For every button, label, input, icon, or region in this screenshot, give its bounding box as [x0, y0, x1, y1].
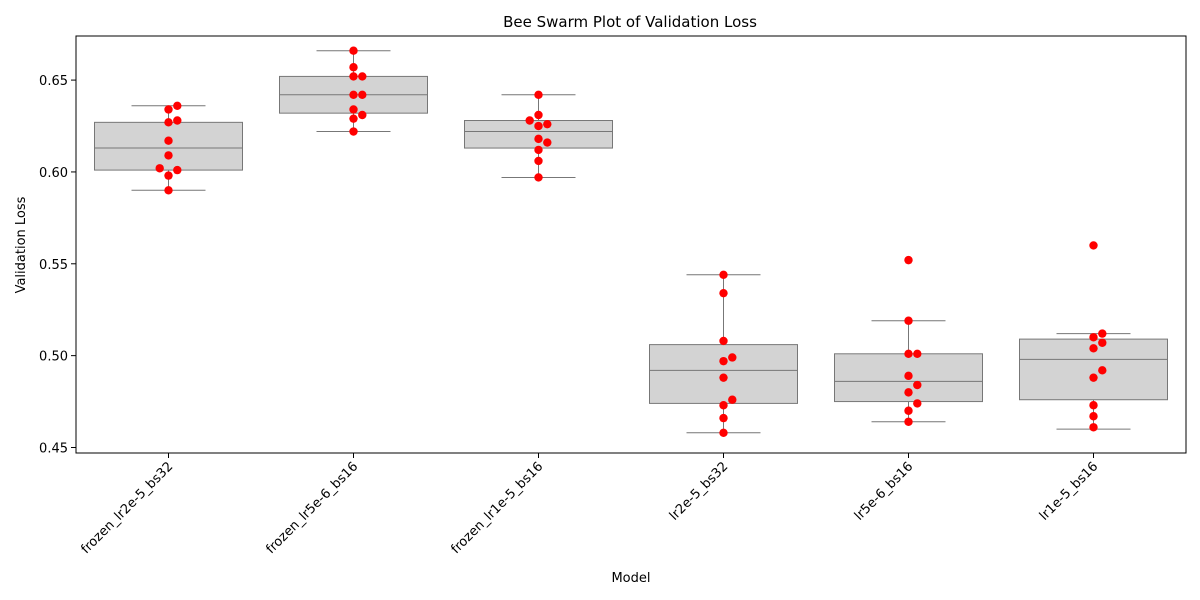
- data-point: [358, 90, 367, 99]
- data-point: [1089, 241, 1098, 250]
- x-tick-label: frozen_lr2e-5_bs32: [78, 459, 176, 557]
- data-point: [719, 356, 728, 366]
- data-point: [358, 110, 367, 120]
- box-group: [279, 46, 428, 136]
- x-tick-label: frozen_lr5e-6_bs16: [263, 459, 361, 557]
- data-point: [728, 353, 737, 362]
- y-tick-label: 0.45: [39, 441, 68, 456]
- data-point: [173, 116, 182, 125]
- box-group: [649, 270, 798, 437]
- box-group: [834, 255, 983, 426]
- y-tick-label: 0.65: [39, 74, 68, 89]
- y-axis: 0.45 0.50 0.55 0.60 0.65: [39, 74, 76, 456]
- data-point: [164, 105, 173, 114]
- data-point: [534, 156, 543, 166]
- y-axis-label: Validation Loss: [14, 196, 29, 293]
- data-point: [349, 63, 358, 72]
- data-point: [728, 395, 737, 404]
- data-point: [904, 388, 913, 397]
- data-point: [1089, 412, 1098, 421]
- data-point: [155, 164, 164, 173]
- data-point: [534, 134, 543, 144]
- data-point: [164, 171, 173, 180]
- data-point: [349, 127, 358, 136]
- chart-title: Bee Swarm Plot of Validation Loss: [503, 13, 757, 31]
- data-point: [534, 145, 543, 155]
- y-tick-label: 0.50: [39, 350, 68, 365]
- box-group: [1019, 241, 1168, 432]
- box: [94, 121, 243, 171]
- data-point: [904, 349, 913, 359]
- data-point: [543, 119, 552, 129]
- x-tick-label: lr5e-6_bs16: [852, 459, 917, 524]
- data-point: [534, 110, 543, 120]
- data-point: [349, 114, 358, 123]
- box-group: [464, 90, 613, 182]
- data-point: [543, 138, 552, 147]
- data-point: [173, 101, 182, 111]
- data-point: [1089, 344, 1098, 353]
- data-point: [173, 165, 182, 175]
- data-point: [719, 428, 728, 437]
- x-tick-label: lr1e-5_bs16: [1037, 459, 1102, 524]
- x-tick-label: lr2e-5_bs32: [667, 459, 732, 524]
- data-point: [719, 373, 728, 382]
- data-point: [904, 406, 913, 415]
- data-point: [904, 371, 913, 381]
- data-point: [164, 136, 173, 145]
- data-point: [1098, 338, 1107, 347]
- data-point: [719, 270, 728, 280]
- data-point: [164, 151, 173, 160]
- y-tick-label: 0.55: [39, 258, 68, 273]
- box-group: [94, 101, 243, 195]
- data-point: [164, 186, 173, 195]
- data-point: [358, 72, 367, 81]
- data-point: [1098, 329, 1107, 338]
- data-point: [719, 288, 728, 298]
- data-point: [913, 399, 922, 408]
- data-point: [913, 349, 922, 359]
- data-point: [904, 316, 913, 325]
- data-point: [534, 173, 543, 182]
- data-point: [1089, 423, 1098, 432]
- data-point: [1098, 366, 1107, 375]
- data-point: [349, 105, 358, 114]
- plot-frame: [75, 35, 1187, 454]
- data-point: [349, 72, 358, 81]
- x-tick-label: frozen_lr1e-5_bs16: [448, 459, 546, 557]
- y-tick-label: 0.60: [39, 166, 68, 181]
- data-point: [913, 380, 922, 390]
- data-point: [349, 46, 358, 55]
- data-point: [719, 401, 728, 410]
- data-point: [534, 121, 543, 131]
- data-point: [349, 90, 358, 99]
- data-point: [525, 116, 534, 125]
- data-point: [904, 417, 913, 426]
- data-point: [164, 118, 173, 127]
- data-point: [534, 90, 543, 99]
- x-axis-label: Model: [611, 571, 650, 586]
- data-point: [904, 255, 913, 265]
- data-point: [719, 336, 728, 346]
- x-axis: frozen_lr2e-5_bs32 frozen_lr5e-6_bs16 froz…: [78, 453, 1101, 557]
- data-point: [1089, 401, 1098, 410]
- data-point: [719, 413, 728, 423]
- plot-area: [94, 46, 1168, 437]
- data-point: [1089, 333, 1098, 342]
- data-point: [1089, 373, 1098, 382]
